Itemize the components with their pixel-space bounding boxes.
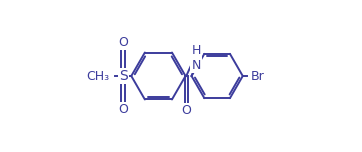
Text: O: O — [118, 103, 128, 116]
Text: H
N: H N — [191, 44, 201, 72]
Text: CH₃: CH₃ — [86, 69, 109, 83]
Text: Br: Br — [251, 69, 265, 83]
Text: S: S — [119, 69, 127, 83]
Text: O: O — [181, 104, 191, 117]
Text: O: O — [118, 36, 128, 49]
